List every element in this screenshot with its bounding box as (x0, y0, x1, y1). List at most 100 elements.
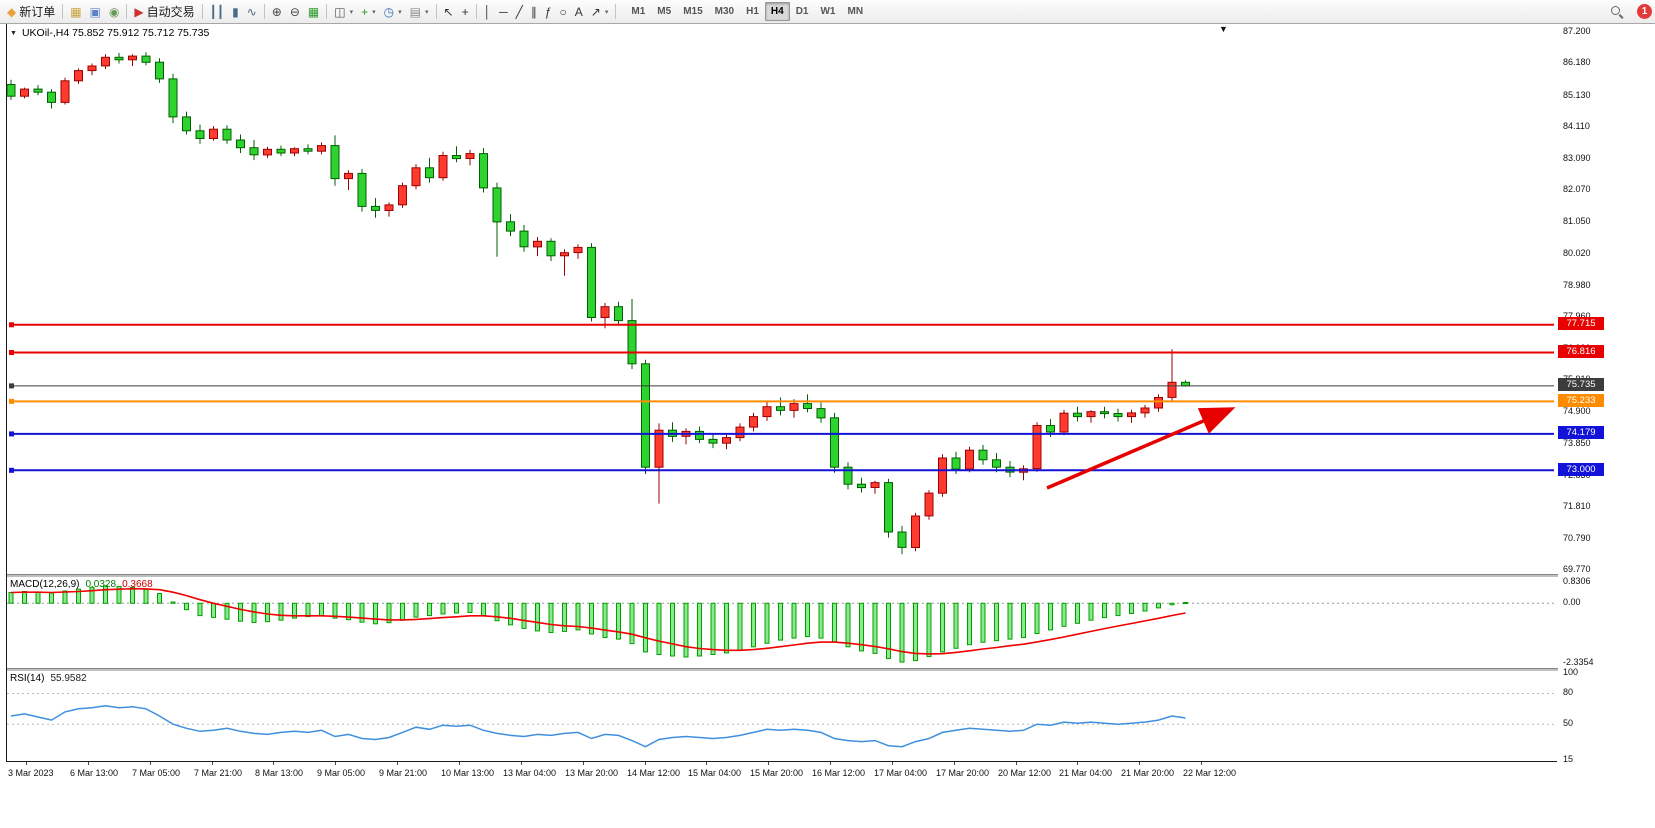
equidistant-channel-icon[interactable]: ∥ (527, 1, 541, 22)
rsi-axis-label: 15 (1563, 754, 1574, 764)
time-tick (335, 762, 336, 765)
indicators-icon[interactable]: + ▾ (357, 1, 380, 22)
timeframe-m5[interactable]: M5 (657, 6, 672, 17)
timeframe-m15[interactable]: M15 (683, 6, 703, 17)
price-axis-label: 83.090 (1563, 153, 1591, 163)
symbol-ohlc-text: UKOil-,H4 75.852 75.912 75.712 75.735 (21, 27, 210, 39)
rsi-name: RSI(14) (10, 673, 45, 684)
price-level-tag: 74.179 (1558, 426, 1604, 439)
chevron-down-icon: ▾ (604, 8, 609, 16)
time-tick (892, 762, 893, 765)
rsi-line (10, 705, 1186, 748)
time-axis-label: 7 Mar 05:00 (132, 768, 181, 778)
timeframe-group: M1 M5 M15 M30 H1 H4 D1 W1 MN (625, 2, 869, 21)
zoom-out-icon[interactable]: ⊖ (286, 1, 304, 22)
vertical-line-icon[interactable]: │ (480, 1, 496, 22)
bar-chart-icon[interactable]: ┃┃ (206, 1, 228, 22)
cursor-icon[interactable]: ↖ (440, 1, 458, 22)
price-axis-label: 82.070 (1563, 184, 1591, 194)
crosshair-icon[interactable]: + (458, 1, 473, 22)
candlestick-chart (7, 52, 1554, 555)
auto-trading-icon-glyph: ▶ (134, 4, 144, 19)
templates-icon[interactable]: ▤ ▾ (406, 1, 433, 22)
line-chart-icon[interactable]: ∿ (243, 1, 261, 22)
cursor-icon-glyph: ↖ (443, 4, 454, 19)
time-axis-label: 17 Mar 04:00 (874, 768, 928, 778)
time-tick (273, 762, 274, 765)
macd-pane[interactable]: MACD(12,26,9) 0.0328 0.3668 (7, 577, 1558, 668)
timeframe-d1[interactable]: D1 (795, 6, 809, 17)
horizontal-line-icon[interactable]: ─ (495, 1, 512, 22)
arrows-icon[interactable]: ↗ ▾ (587, 1, 613, 22)
text-icon[interactable]: A (571, 1, 587, 22)
timeframe-h4[interactable]: H4 (764, 2, 790, 21)
line-handle[interactable] (9, 467, 14, 473)
grid-icon[interactable]: ▦ (304, 1, 323, 22)
trend-arrow[interactable] (1046, 407, 1236, 490)
equidistant-channel-icon-glyph: ∥ (530, 4, 537, 19)
macd-signal-line (10, 587, 1186, 655)
line-handle[interactable] (9, 398, 14, 404)
pane-splitter[interactable] (7, 668, 1558, 671)
timeframe-m30[interactable]: M30 (714, 6, 735, 17)
timeframe-mn[interactable]: MN (847, 6, 864, 17)
time-tick (150, 762, 151, 765)
timeframe-m1[interactable]: M1 (631, 6, 646, 17)
time-tick (397, 762, 398, 765)
pane-splitter[interactable] (7, 574, 1558, 577)
zoom-in-icon-glyph: ⊕ (271, 4, 282, 19)
autoscroll-icon[interactable]: ▼ (1219, 24, 1228, 34)
macd-histogram (8, 585, 1188, 663)
time-axis-label: 3 Mar 2023 (8, 768, 54, 778)
time-tick (1201, 762, 1202, 765)
time-tick (706, 762, 707, 765)
periods-icon[interactable]: ◷ ▾ (380, 1, 406, 22)
trendline-icon[interactable]: ╱ (512, 1, 527, 22)
line-handle[interactable] (9, 322, 14, 328)
indicators-icon-glyph: + (361, 4, 369, 19)
line-handle[interactable] (9, 350, 14, 356)
fibonacci-icon[interactable]: ƒ (541, 1, 556, 22)
rsi-pane[interactable]: RSI(14) 55.9582 (7, 671, 1558, 762)
search-icon[interactable] (1611, 5, 1623, 18)
price-axis-label: 86.180 (1563, 57, 1591, 67)
auto-trading-button[interactable]: ▶ 自动交易 (130, 1, 198, 22)
zoom-in-icon[interactable]: ⊕ (268, 1, 286, 22)
tile-windows-icon[interactable]: ◫ ▾ (330, 1, 357, 22)
templates-icon-glyph: ▤ (409, 4, 421, 19)
time-axis: 3 Mar 2023 6 Mar 13:00 7 Mar 05:00 7 Mar 21… (6, 761, 1557, 788)
macd-main-value: 0.0328 (85, 579, 117, 590)
symbol-collapse-icon[interactable]: ▼ (10, 29, 17, 37)
price-chart-pane[interactable]: ▼ UKOil-,H4 75.852 75.912 75.712 75.735 … (7, 24, 1558, 574)
time-axis-label: 15 Mar 04:00 (688, 768, 742, 778)
charts-window-icon[interactable]: ▦ (66, 1, 85, 22)
line-handle[interactable] (9, 383, 14, 389)
zoom-out-icon-glyph: ⊖ (289, 4, 300, 19)
price-level-tag: 75.233 (1558, 394, 1604, 407)
time-axis-label: 13 Mar 04:00 (503, 768, 557, 778)
time-axis-label: 8 Mar 13:00 (255, 768, 304, 778)
price-level-tag: 76.816 (1558, 345, 1604, 358)
time-axis-label: 15 Mar 20:00 (750, 768, 804, 778)
rsi-axis-label: 100 (1563, 667, 1579, 677)
timeframe-h1[interactable]: H1 (746, 6, 759, 17)
market-watch-icon[interactable]: ▣ (86, 1, 105, 22)
price-axis: 87.200 86.180 85.130 84.110 83.090 82.070 81.0… (1558, 23, 1655, 803)
line-handle[interactable] (9, 431, 14, 437)
candlestick-chart-icon[interactable]: ▮ (228, 1, 243, 22)
rsi-value: 55.9582 (50, 673, 87, 684)
price-axis-label: 78.980 (1563, 280, 1591, 290)
time-tick (88, 762, 89, 765)
new-order-button[interactable]: ◆ 新订单 (3, 1, 59, 22)
alerts-icon[interactable]: ◉ (105, 1, 123, 22)
time-tick (645, 762, 646, 765)
notification-badge[interactable]: 1 (1637, 4, 1652, 19)
time-axis-label: 17 Mar 20:00 (936, 768, 990, 778)
macd-axis-label: -2.3354 (1563, 657, 1594, 667)
arrows-icon-glyph: ↗ (590, 4, 601, 19)
toolbar-separator (615, 4, 617, 19)
shapes-icon[interactable]: ○ (556, 1, 571, 22)
toolbar-separator (126, 4, 128, 19)
timeframe-w1[interactable]: W1 (820, 6, 836, 17)
